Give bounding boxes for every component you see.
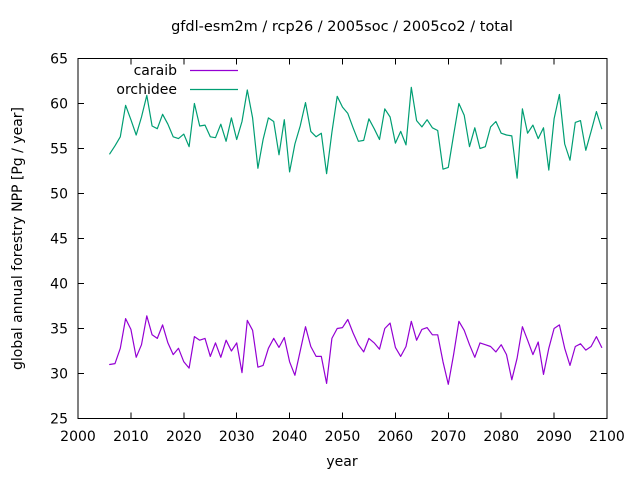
- axis-ticks: [77, 58, 608, 419]
- y-axis-label: global annual forestry NPP [Pg / year]: [10, 107, 26, 370]
- legend-label-caraib: caraib: [134, 63, 178, 79]
- y-tick-label: 30: [50, 367, 68, 383]
- y-tick-label: 55: [50, 142, 68, 158]
- y-tick-label: 60: [50, 97, 68, 113]
- x-tick-label: 2040: [272, 429, 308, 445]
- x-axis-label: year: [326, 454, 357, 470]
- chart-title: gfdl-esm2m / rcp26 / 2005soc / 2005co2 /…: [171, 19, 513, 35]
- x-tick-label: 2000: [60, 429, 96, 445]
- y-tick-label: 50: [50, 187, 68, 203]
- x-tick-label: 2090: [536, 429, 572, 445]
- legend-label-orchidee: orchidee: [116, 82, 177, 98]
- x-tick-label: 2080: [483, 429, 519, 445]
- y-tick-label: 25: [50, 412, 68, 428]
- x-tick-label: 2070: [430, 429, 466, 445]
- series-lines: [109, 86, 603, 385]
- series-line-caraib: [109, 315, 603, 385]
- x-tick-label: 2050: [325, 429, 361, 445]
- x-tick-label: 2020: [166, 429, 202, 445]
- y-tick-label: 35: [50, 322, 68, 338]
- x-tick-labels: 2000 2010 2020 2030 2040 2050 2060 2070 2080 2090…: [60, 429, 625, 445]
- y-tick-label: 40: [50, 277, 68, 293]
- x-tick-label: 2060: [378, 429, 414, 445]
- x-tick-label: 2010: [113, 429, 149, 445]
- x-tick-label: 2100: [589, 429, 625, 445]
- legend: caraib orchidee: [116, 63, 238, 98]
- y-tick-labels: 25 30 35 40 45 50 55 60 65: [50, 52, 68, 428]
- x-tick-label: 2030: [219, 429, 255, 445]
- y-tick-label: 45: [50, 232, 68, 248]
- y-tick-label: 65: [50, 52, 68, 68]
- plot-area-border: [77, 58, 608, 419]
- series-line-orchidee: [109, 86, 603, 179]
